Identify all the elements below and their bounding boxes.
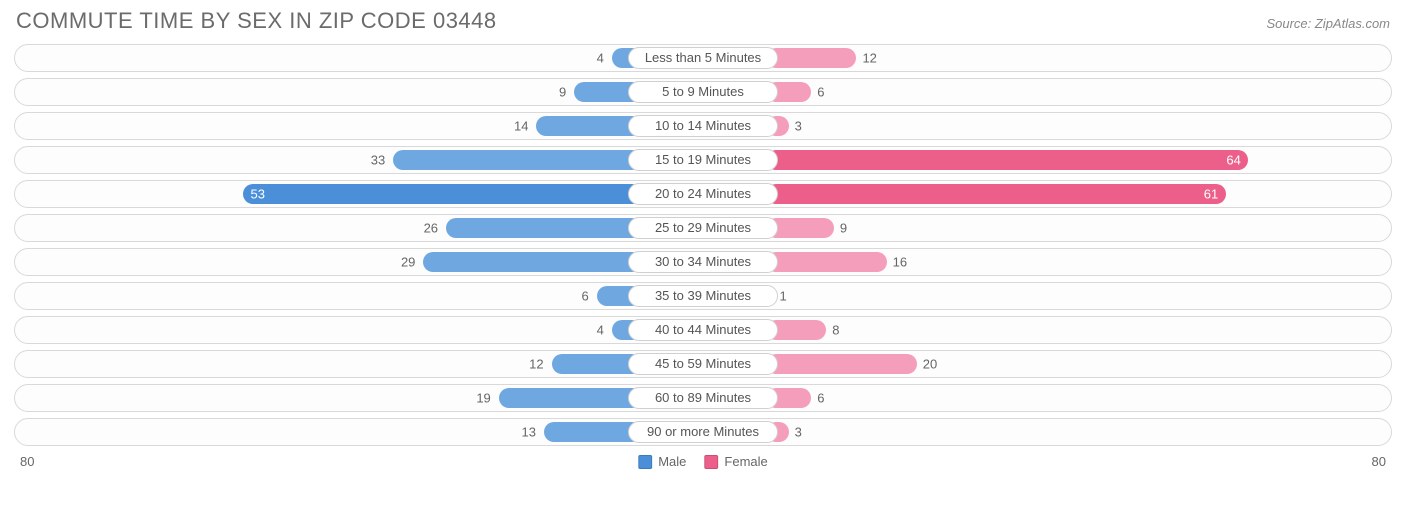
category-pill: 30 to 34 Minutes bbox=[628, 251, 778, 273]
legend-item-female: Female bbox=[704, 454, 767, 469]
chart-row: 15 to 19 Minutes 33 64 bbox=[14, 146, 1392, 174]
category-pill: 90 or more Minutes bbox=[628, 421, 778, 443]
bar-female bbox=[766, 354, 917, 374]
value-label-male: 4 bbox=[597, 51, 604, 66]
value-label-female: 3 bbox=[795, 119, 802, 134]
value-label-male: 29 bbox=[401, 255, 415, 270]
chart-row: 20 to 24 Minutes 53 61 bbox=[14, 180, 1392, 208]
value-label-female: 61 bbox=[1204, 187, 1218, 202]
value-label-male: 53 bbox=[251, 187, 265, 202]
axis-max-right: 80 bbox=[1372, 454, 1386, 469]
bar-male bbox=[423, 252, 642, 272]
category-pill: 40 to 44 Minutes bbox=[628, 319, 778, 341]
chart-row: 5 to 9 Minutes 9 6 bbox=[14, 78, 1392, 106]
value-label-male: 12 bbox=[529, 357, 543, 372]
chart-title: COMMUTE TIME BY SEX IN ZIP CODE 03448 bbox=[16, 8, 497, 34]
bar-female bbox=[766, 48, 856, 68]
chart-row: Less than 5 Minutes 4 12 bbox=[14, 44, 1392, 72]
value-label-male: 4 bbox=[597, 323, 604, 338]
chart-footer: 80 Male Female 80 bbox=[12, 452, 1394, 469]
value-label-male: 26 bbox=[424, 221, 438, 236]
value-label-male: 33 bbox=[371, 153, 385, 168]
category-pill: 60 to 89 Minutes bbox=[628, 387, 778, 409]
legend: Male Female bbox=[638, 454, 768, 469]
category-pill: Less than 5 Minutes bbox=[628, 47, 778, 69]
legend-label-female: Female bbox=[724, 454, 767, 469]
chart-source: Source: ZipAtlas.com bbox=[1266, 16, 1390, 31]
value-label-male: 6 bbox=[582, 289, 589, 304]
bar-male bbox=[393, 150, 642, 170]
value-label-female: 20 bbox=[923, 357, 937, 372]
chart-row: 30 to 34 Minutes 29 16 bbox=[14, 248, 1392, 276]
category-pill: 35 to 39 Minutes bbox=[628, 285, 778, 307]
value-label-female: 6 bbox=[817, 85, 824, 100]
chart-row: 90 or more Minutes 13 3 bbox=[14, 418, 1392, 446]
value-label-female: 12 bbox=[862, 51, 876, 66]
chart-row: 25 to 29 Minutes 26 9 bbox=[14, 214, 1392, 242]
value-label-male: 13 bbox=[522, 425, 536, 440]
chart-row: 10 to 14 Minutes 14 3 bbox=[14, 112, 1392, 140]
value-label-male: 9 bbox=[559, 85, 566, 100]
diverging-bar-chart: Less than 5 Minutes 4 12 5 to 9 Minutes 9 6 10… bbox=[12, 44, 1394, 446]
chart-row: 35 to 39 Minutes 6 1 bbox=[14, 282, 1392, 310]
legend-item-male: Male bbox=[638, 454, 686, 469]
bar-male bbox=[446, 218, 642, 238]
chart-row: 60 to 89 Minutes 19 6 bbox=[14, 384, 1392, 412]
category-pill: 10 to 14 Minutes bbox=[628, 115, 778, 137]
value-label-female: 16 bbox=[893, 255, 907, 270]
value-label-female: 64 bbox=[1226, 153, 1240, 168]
bar-male bbox=[243, 184, 642, 204]
bar-male bbox=[499, 388, 642, 408]
value-label-female: 3 bbox=[795, 425, 802, 440]
value-label-male: 14 bbox=[514, 119, 528, 134]
category-pill: 20 to 24 Minutes bbox=[628, 183, 778, 205]
chart-row: 40 to 44 Minutes 4 8 bbox=[14, 316, 1392, 344]
chart-row: 45 to 59 Minutes 12 20 bbox=[14, 350, 1392, 378]
category-pill: 25 to 29 Minutes bbox=[628, 217, 778, 239]
value-label-female: 8 bbox=[832, 323, 839, 338]
bar-female bbox=[766, 184, 1226, 204]
category-pill: 45 to 59 Minutes bbox=[628, 353, 778, 375]
category-pill: 5 to 9 Minutes bbox=[628, 81, 778, 103]
category-pill: 15 to 19 Minutes bbox=[628, 149, 778, 171]
value-label-male: 19 bbox=[476, 391, 490, 406]
value-label-female: 9 bbox=[840, 221, 847, 236]
bar-female bbox=[766, 150, 1248, 170]
bar-female bbox=[766, 252, 887, 272]
value-label-female: 6 bbox=[817, 391, 824, 406]
legend-label-male: Male bbox=[658, 454, 686, 469]
legend-swatch-male bbox=[638, 455, 652, 469]
value-label-female: 1 bbox=[780, 289, 787, 304]
bar-male bbox=[536, 116, 642, 136]
chart-header: COMMUTE TIME BY SEX IN ZIP CODE 03448 So… bbox=[12, 8, 1394, 44]
axis-max-left: 80 bbox=[20, 454, 34, 469]
legend-swatch-female bbox=[704, 455, 718, 469]
